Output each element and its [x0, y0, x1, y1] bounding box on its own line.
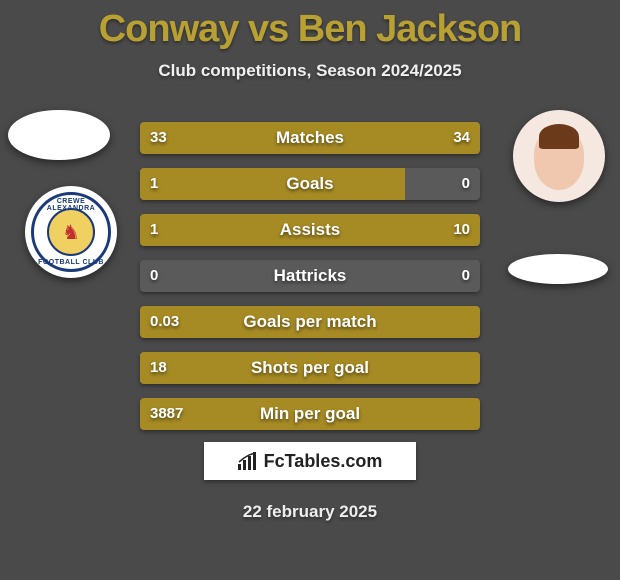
stat-row: 3887Min per goal	[140, 398, 480, 430]
stat-row: 18Shots per goal	[140, 352, 480, 384]
stat-bars: 3334Matches 10Goals 110Assists 00Hattricks 0…	[140, 122, 480, 444]
badge-bottom-text: FOOTBALL CLUB	[34, 259, 108, 266]
subtitle: Club competitions, Season 2024/2025	[0, 61, 620, 81]
stat-label: Assists	[140, 214, 480, 246]
player-right-shadow	[508, 254, 608, 284]
player-left-avatar	[8, 110, 110, 160]
stat-row: 110Assists	[140, 214, 480, 246]
chart-icon	[238, 452, 258, 470]
badge-lion-icon: ♞	[47, 208, 95, 256]
club-badge-left: CREWE ALEXANDRA ♞ FOOTBALL CLUB	[25, 186, 117, 278]
stat-label: Matches	[140, 122, 480, 154]
badge-top-text: CREWE ALEXANDRA	[34, 198, 108, 212]
player-right-avatar	[513, 110, 605, 202]
page-title: Conway vs Ben Jackson	[0, 0, 620, 51]
footer-brand[interactable]: FcTables.com	[204, 442, 416, 480]
stat-row: 3334Matches	[140, 122, 480, 154]
stat-row: 00Hattricks	[140, 260, 480, 292]
stat-label: Goals	[140, 168, 480, 200]
footer-brand-text: FcTables.com	[264, 451, 383, 472]
stat-label: Shots per goal	[140, 352, 480, 384]
stat-label: Hattricks	[140, 260, 480, 292]
stat-row: 10Goals	[140, 168, 480, 200]
stat-label: Min per goal	[140, 398, 480, 430]
stat-row: 0.03Goals per match	[140, 306, 480, 338]
footer-date: 22 february 2025	[0, 502, 620, 522]
stat-label: Goals per match	[140, 306, 480, 338]
